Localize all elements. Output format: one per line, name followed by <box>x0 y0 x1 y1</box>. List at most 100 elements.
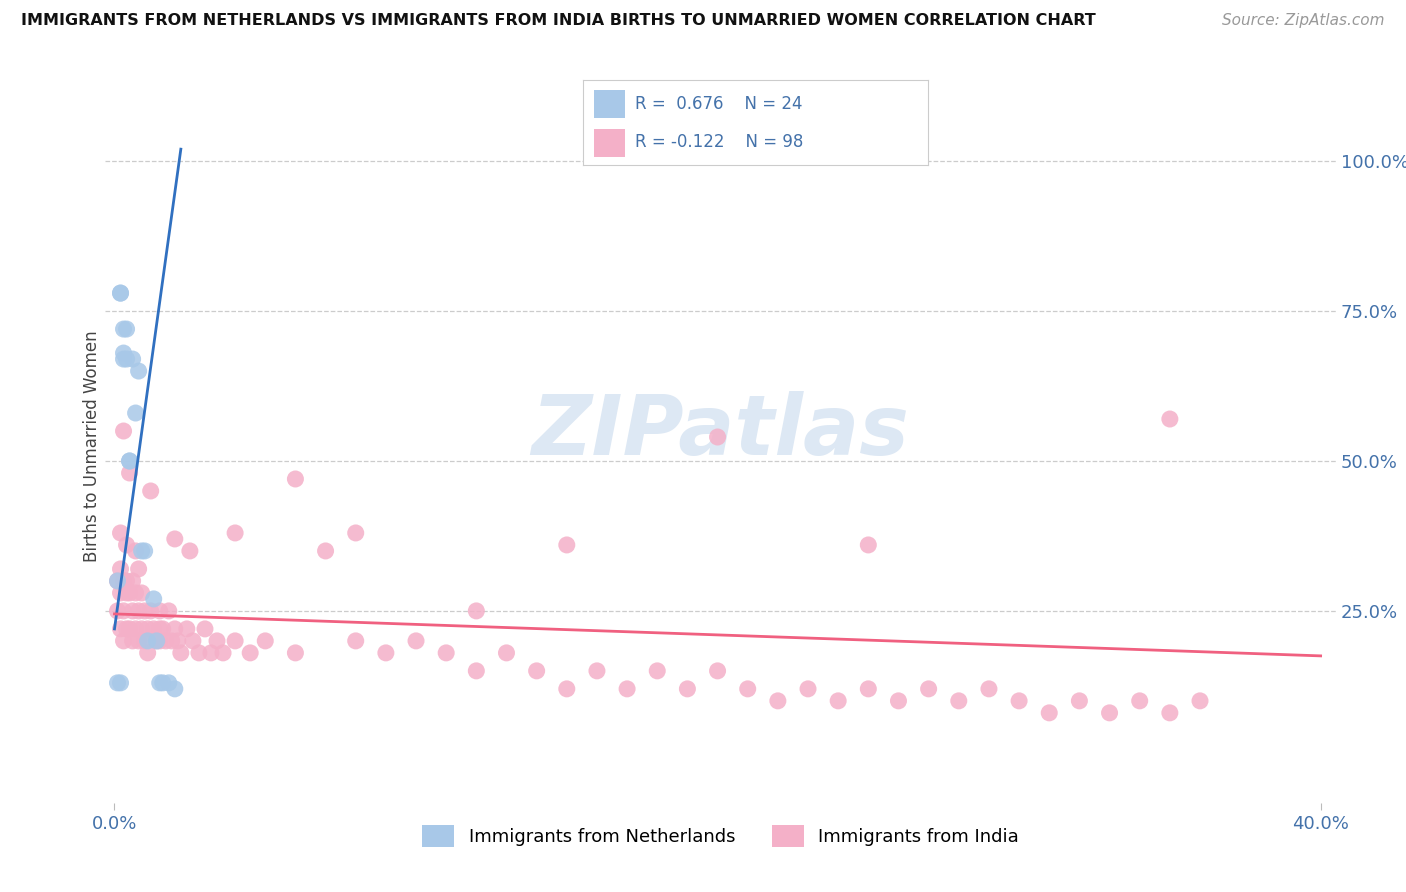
Point <box>163 532 186 546</box>
Point <box>160 633 183 648</box>
Text: Source: ZipAtlas.com: Source: ZipAtlas.com <box>1222 13 1385 29</box>
Point <box>118 622 141 636</box>
Point <box>977 681 1000 696</box>
Point <box>526 664 548 678</box>
FancyBboxPatch shape <box>593 128 624 157</box>
Point <box>284 472 307 486</box>
Point <box>121 604 143 618</box>
Point <box>1098 706 1121 720</box>
Point <box>142 622 165 636</box>
Point <box>115 574 138 588</box>
Point <box>131 586 153 600</box>
Point <box>170 646 193 660</box>
Point <box>163 681 186 696</box>
Point <box>344 525 367 540</box>
Point <box>1069 694 1091 708</box>
Point <box>706 664 728 678</box>
Point <box>149 676 172 690</box>
Point <box>110 562 132 576</box>
Point <box>948 694 970 708</box>
Point <box>1129 694 1152 708</box>
Point <box>112 346 135 360</box>
Point <box>766 694 789 708</box>
Point <box>187 646 209 660</box>
Point <box>107 574 129 588</box>
Point <box>166 633 188 648</box>
Legend: Immigrants from Netherlands, Immigrants from India: Immigrants from Netherlands, Immigrants … <box>415 818 1026 855</box>
Point <box>124 544 146 558</box>
Point <box>405 633 427 648</box>
Point <box>128 604 150 618</box>
Point <box>645 664 668 678</box>
Point <box>858 681 880 696</box>
Point <box>205 633 228 648</box>
Point <box>118 454 141 468</box>
Point <box>112 574 135 588</box>
Point <box>112 424 135 438</box>
Point <box>555 681 578 696</box>
Point <box>152 676 174 690</box>
Point <box>118 454 141 468</box>
Point <box>110 286 132 301</box>
Point <box>121 633 143 648</box>
Point <box>115 352 138 367</box>
Point <box>157 604 180 618</box>
Point <box>176 622 198 636</box>
Point <box>194 622 217 636</box>
Point <box>112 352 135 367</box>
Point <box>616 681 638 696</box>
Point <box>212 646 235 660</box>
Point <box>1038 706 1060 720</box>
Point <box>239 646 262 660</box>
Point <box>124 622 146 636</box>
Point <box>1159 412 1181 426</box>
Point <box>142 591 165 606</box>
Point <box>128 633 150 648</box>
Point <box>145 633 167 648</box>
Point <box>495 646 517 660</box>
Point <box>124 406 146 420</box>
Point <box>149 622 172 636</box>
Point <box>676 681 699 696</box>
Point <box>181 633 204 648</box>
Point <box>128 562 150 576</box>
Point <box>110 586 132 600</box>
Point <box>434 646 457 660</box>
Point <box>107 676 129 690</box>
Point <box>737 681 759 696</box>
FancyBboxPatch shape <box>593 90 624 119</box>
Point <box>118 586 141 600</box>
Point <box>224 525 246 540</box>
Point <box>706 430 728 444</box>
Point <box>139 604 162 618</box>
Point <box>110 622 132 636</box>
Point <box>586 664 609 678</box>
Point <box>200 646 222 660</box>
Point <box>107 574 129 588</box>
Point <box>107 604 129 618</box>
Point <box>110 676 132 690</box>
Point <box>112 633 135 648</box>
Point <box>134 544 156 558</box>
Point <box>145 633 167 648</box>
Point <box>1188 694 1211 708</box>
Point <box>157 676 180 690</box>
Y-axis label: Births to Unmarried Women: Births to Unmarried Women <box>83 330 101 562</box>
Point <box>136 633 159 648</box>
Point <box>179 544 201 558</box>
Point <box>465 664 488 678</box>
Point <box>152 622 174 636</box>
Point <box>110 525 132 540</box>
Point <box>917 681 939 696</box>
Point <box>858 538 880 552</box>
Point <box>284 646 307 660</box>
Point <box>131 544 153 558</box>
Point <box>118 466 141 480</box>
Point <box>131 622 153 636</box>
Point <box>115 538 138 552</box>
Point <box>163 622 186 636</box>
Point <box>124 586 146 600</box>
Point <box>134 633 156 648</box>
Point <box>136 646 159 660</box>
Text: ZIPatlas: ZIPatlas <box>531 392 910 472</box>
